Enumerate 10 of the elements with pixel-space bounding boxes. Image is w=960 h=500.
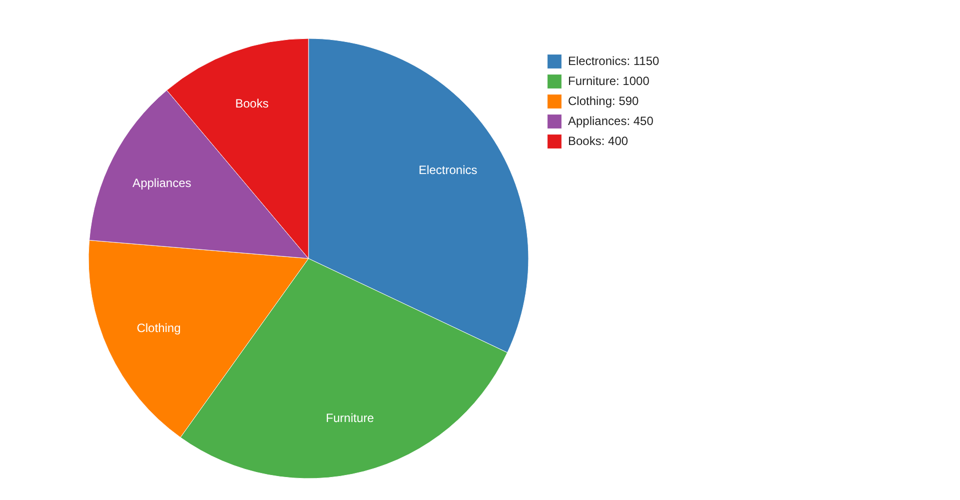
legend-label: Books: 400 bbox=[568, 134, 628, 148]
legend-label: Furniture: 1000 bbox=[568, 74, 650, 88]
data-label: Furniture bbox=[326, 411, 374, 426]
data-label: Appliances bbox=[132, 176, 192, 190]
data-label: Clothing bbox=[136, 320, 181, 335]
legend-label: Appliances: 450 bbox=[568, 114, 654, 128]
legend-label: Clothing: 590 bbox=[568, 94, 639, 108]
legend-label: Electronics: 1150 bbox=[568, 54, 660, 68]
data-label: Books bbox=[235, 96, 269, 111]
data-label: Electronics bbox=[418, 163, 478, 178]
